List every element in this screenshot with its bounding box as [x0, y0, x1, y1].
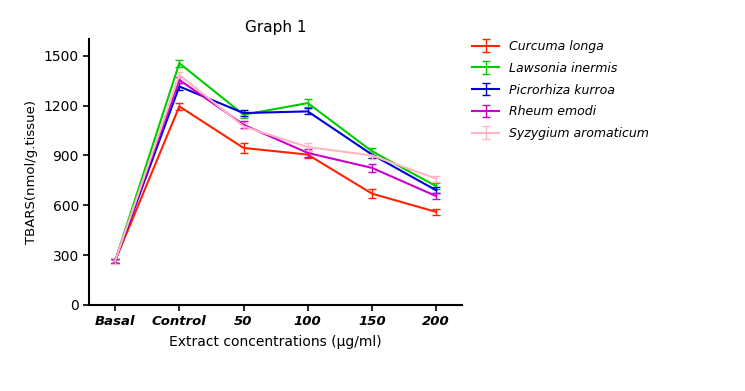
- Y-axis label: TBARS(nmol/g.tissue): TBARS(nmol/g.tissue): [25, 100, 38, 244]
- Title: Graph 1: Graph 1: [245, 20, 306, 35]
- X-axis label: Extract concentrations (μg/ml): Extract concentrations (μg/ml): [169, 335, 382, 349]
- Legend: Curcuma longa, Lawsonia inermis, Picrorhiza kurroa, Rheum emodi, Syzygium aromat: Curcuma longa, Lawsonia inermis, Picrorh…: [472, 40, 649, 140]
